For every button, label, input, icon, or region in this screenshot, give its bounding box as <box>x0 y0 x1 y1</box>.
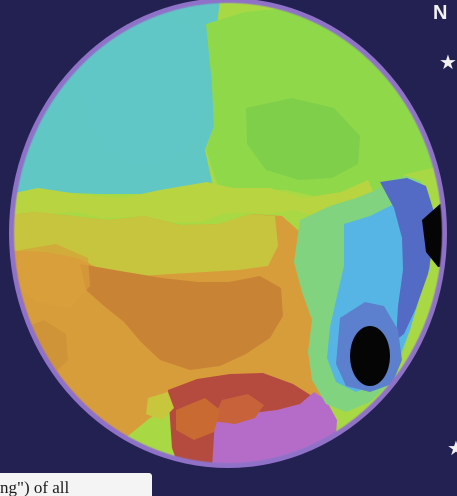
orange-lower-central-region <box>80 264 283 370</box>
small-yellow-patch <box>146 392 174 420</box>
black-edge-cutout <box>422 204 444 267</box>
ochre-middle-band <box>12 212 278 276</box>
caption-fragment: ng") of all <box>0 478 70 496</box>
left-orange-shading-patch <box>14 244 90 308</box>
blue-right-edge-region <box>380 178 434 340</box>
caption-paper-strip: ng") of all <box>0 473 152 496</box>
yellow-green-band <box>12 180 376 222</box>
star-icon: ★ <box>439 50 457 74</box>
cropped-heading-letter: N <box>433 2 448 24</box>
black-oval-spot <box>350 326 390 386</box>
star-icon: ★ <box>447 436 457 460</box>
orange-bottom-lobe <box>176 398 220 440</box>
green-shading-patch <box>246 98 360 180</box>
soft-rim-outline <box>10 0 446 467</box>
cyan-shading-patch <box>80 18 208 164</box>
red-orange-transition-spot <box>212 394 264 424</box>
